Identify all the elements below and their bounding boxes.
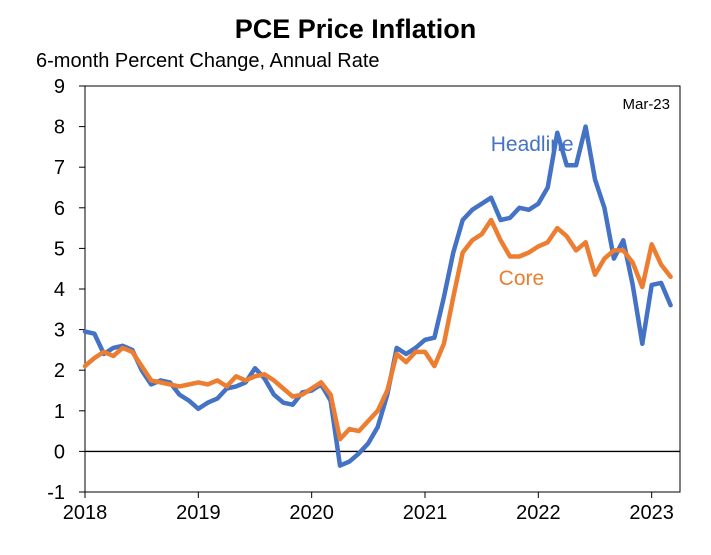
chart-title: PCE Price Inflation [234,14,477,44]
y-tick-label: 1 [54,401,65,423]
series-layer [82,124,673,468]
y-tick-label: 6 [54,198,65,220]
x-tick-label: 2021 [403,502,448,524]
x-tick-label: 2020 [289,502,334,524]
y-tick-label: 0 [54,441,65,463]
x-tick-label: 2019 [176,502,221,524]
y-tick-label: 4 [54,279,65,301]
x-tick-label: 2023 [629,502,674,524]
x-tick-label: 2022 [516,502,561,524]
y-tick-label: 7 [54,157,65,179]
y-tick-label: 9 [54,76,65,98]
y-tick-label: 2 [54,360,65,382]
y-tick-label: 5 [54,238,65,260]
series-label-headline: Headline [491,133,574,156]
chart-subtitle: 6-month Percent Change, Annual Rate [36,50,380,72]
series-label-core: Core [499,267,545,290]
series-line-core [82,217,673,442]
series-line-headline [82,124,673,468]
y-tick-label: 8 [54,117,65,139]
y-tick-label: -1 [47,482,65,504]
y-tick-label: 3 [54,320,65,342]
date-note: Mar-23 [622,96,670,113]
y-axis: -1 0 1 2 3 4 5 6 7 8 9 [47,76,85,504]
series-labels: Headline Core [491,133,574,290]
x-tick-label: 2018 [63,502,108,524]
x-axis: 2018 2019 2020 2021 2022 2023 [63,492,674,524]
